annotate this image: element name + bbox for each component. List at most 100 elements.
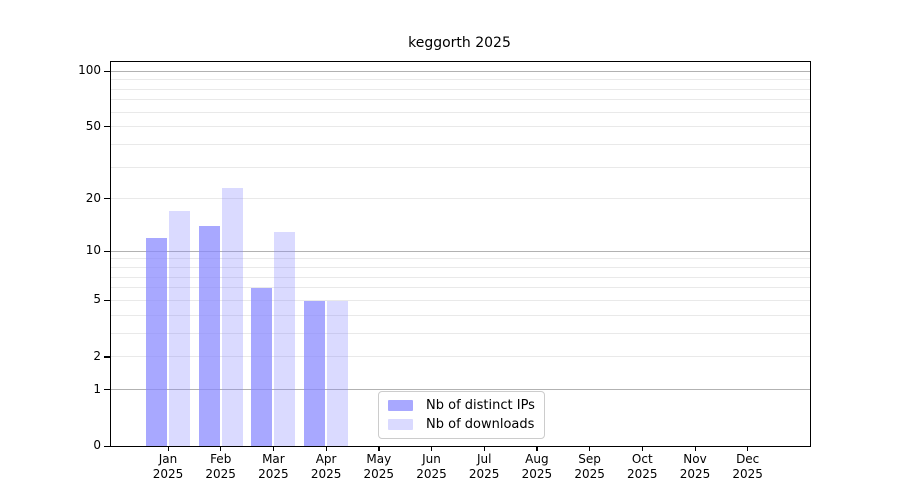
- legend: Nb of distinct IPs Nb of downloads: [378, 391, 545, 439]
- legend-item-distinct-ips: Nb of distinct IPs: [388, 398, 535, 413]
- ytick-label-0: 0: [93, 438, 101, 452]
- xtick-month-jun: Jun: [422, 452, 441, 466]
- ytick-label-1: 1: [93, 381, 101, 396]
- minor-gridline-3: [111, 332, 810, 334]
- xtick-month-jan: Jan: [158, 452, 178, 466]
- xtick-mark-jul: [483, 446, 485, 451]
- xtick-month-apr: Apr: [315, 452, 337, 466]
- bar-mar-downloads: [274, 231, 296, 446]
- xtick-year-jun: 2025: [416, 467, 447, 481]
- xtick-label-jun: Jun 2025: [400, 452, 464, 482]
- xtick-month-may: May: [366, 452, 392, 466]
- xtick-label-may: May 2025: [347, 452, 411, 482]
- xtick-label-sep: Sep 2025: [558, 452, 622, 482]
- xtick-mark-jan: [167, 446, 169, 451]
- xtick-month-feb: Feb: [210, 452, 232, 466]
- xtick-label-jan: Jan 2025: [136, 452, 200, 482]
- major-gridline-10: [111, 250, 810, 252]
- minor-gridline-7: [111, 276, 810, 278]
- xtick-label-jul: Jul 2025: [452, 452, 516, 482]
- xtick-month-aug: Aug: [525, 452, 549, 466]
- xtick-mark-mar: [272, 446, 275, 451]
- plot-area: Nb of distinct IPs Nb of downloads: [110, 61, 811, 447]
- xtick-label-nov: Nov 2025: [663, 452, 727, 482]
- ytick-label-50: 50: [85, 118, 101, 133]
- chart-title: keggorth 2025: [408, 35, 511, 51]
- xtick-label-dec: Dec 2025: [716, 452, 780, 482]
- xtick-month-jul: Jul: [476, 452, 492, 466]
- xtick-year-aug: 2025: [521, 467, 553, 481]
- ytick-mark-10: [104, 250, 110, 253]
- xtick-mark-may: [378, 446, 380, 451]
- minor-gridline-8: [111, 267, 810, 269]
- xtick-month-oct: Oct: [631, 452, 653, 466]
- ytick-label-100: 100: [78, 63, 101, 78]
- minor-gridline-60: [111, 111, 810, 113]
- bar-apr-distinct-ips: [304, 300, 326, 446]
- ytick-mark-20: [104, 198, 110, 200]
- bar-feb-downloads: [221, 187, 243, 446]
- minor-gridline-5: [111, 299, 810, 301]
- xtick-mark-dec: [747, 446, 749, 451]
- xtick-year-dec: 2025: [732, 467, 763, 481]
- bar-jan-distinct-ips: [146, 237, 167, 446]
- ytick-mark-100: [104, 70, 110, 72]
- minor-gridline-9: [111, 258, 810, 260]
- ytick-mark-5: [104, 299, 110, 302]
- bar-jan-downloads: [169, 211, 190, 446]
- legend-swatch-downloads: [388, 419, 413, 430]
- xtick-mark-sep: [589, 446, 591, 451]
- xtick-month-dec: Dec: [736, 452, 760, 466]
- minor-gridline-40: [111, 143, 810, 145]
- minor-gridline-80: [111, 88, 810, 90]
- legend-swatch-distinct-ips: [388, 400, 413, 411]
- ytick-label-2: 2: [93, 348, 101, 363]
- xtick-mark-oct: [641, 446, 644, 451]
- minor-gridline-6: [111, 287, 810, 289]
- ytick-label-10: 10: [85, 243, 101, 258]
- legend-item-downloads: Nb of downloads: [388, 417, 535, 432]
- xtick-label-feb: Feb 2025: [189, 452, 253, 482]
- xtick-mark-jun: [431, 446, 433, 451]
- xtick-year-mar: 2025: [258, 467, 289, 481]
- ytick-mark-2: [104, 356, 110, 358]
- minor-gridline-90: [111, 79, 810, 81]
- xtick-year-jul: 2025: [468, 467, 500, 481]
- minor-gridline-4: [111, 314, 810, 316]
- major-gridline-1: [111, 389, 810, 391]
- xtick-label-apr: Apr 2025: [294, 452, 358, 482]
- xtick-year-apr: 2025: [310, 467, 342, 481]
- xtick-mark-feb: [220, 446, 222, 451]
- minor-gridline-50: [111, 126, 810, 128]
- xtick-mark-apr: [325, 446, 327, 451]
- minor-gridline-2: [111, 356, 810, 358]
- xtick-year-jan: 2025: [152, 467, 184, 481]
- xtick-label-oct: Oct 2025: [610, 452, 674, 482]
- xtick-month-nov: Nov: [683, 452, 707, 466]
- xtick-year-oct: 2025: [627, 467, 658, 481]
- xtick-label-mar: Mar 2025: [241, 452, 305, 482]
- legend-label-downloads: Nb of downloads: [426, 417, 535, 432]
- xtick-mark-nov: [694, 446, 696, 451]
- xtick-month-mar: Mar: [262, 452, 285, 466]
- legend-label-distinct-ips: Nb of distinct IPs: [426, 398, 535, 413]
- ytick-mark-1: [104, 389, 110, 391]
- xtick-year-sep: 2025: [574, 467, 605, 481]
- bar-feb-distinct-ips: [198, 226, 220, 446]
- xtick-year-feb: 2025: [205, 467, 236, 481]
- minor-gridline-70: [111, 99, 810, 101]
- bar-apr-downloads: [327, 300, 349, 446]
- xtick-month-sep: Sep: [578, 452, 601, 466]
- minor-gridline-30: [111, 166, 810, 168]
- xtick-mark-aug: [536, 446, 538, 451]
- major-gridline-100: [111, 70, 810, 72]
- xtick-year-may: 2025: [363, 467, 395, 481]
- ytick-label-20: 20: [85, 190, 101, 205]
- xtick-label-aug: Aug 2025: [505, 452, 569, 482]
- bar-mar-distinct-ips: [251, 287, 273, 446]
- ytick-mark-50: [104, 126, 110, 128]
- xtick-year-nov: 2025: [679, 467, 711, 481]
- ytick-mark-0: [104, 445, 110, 447]
- minor-gridline-20: [111, 198, 810, 200]
